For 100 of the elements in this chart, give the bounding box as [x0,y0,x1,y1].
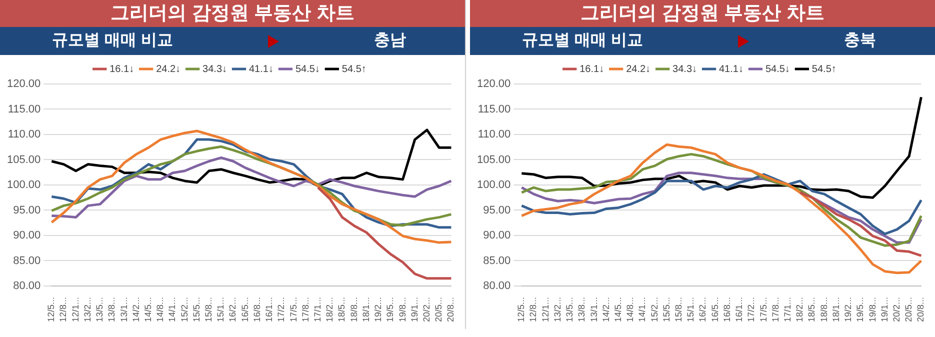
x-tick-label: 16/8... [252,296,262,322]
y-tick-label: 90.00 [13,230,41,242]
y-tick-label: 115.00 [8,103,41,116]
x-tick-label: 18/8... [818,296,829,322]
x-tick-label: 12/5... [46,296,56,322]
x-tick-label: 12/1... [540,296,550,322]
y-tick-label: 115.00 [478,103,511,116]
x-tick-label: 13/1... [118,296,129,322]
x-tick-label: 13/5... [564,296,575,322]
text: 충북 [844,31,876,51]
x-tick-label: 15/1... [686,296,696,322]
legend-label: 16.1↓ [110,64,134,75]
legend-label: 16.1↓ [580,64,604,75]
chart-title: 그리더의 감정원 부동산 차트 [470,0,935,27]
y-tick-label: 120.00 [476,78,511,90]
x-tick-label: 20/2... [891,296,902,322]
x-tick-label: 17/2... [276,296,286,322]
text: 충남 [374,31,406,51]
y-tick-label: 85.00 [13,254,41,267]
x-tick-label: 20/8... [446,296,456,322]
x-tick-label: 18/5... [806,296,817,322]
x-tick-label: 14/8... [155,296,166,322]
x-tick-label: 19/1... [409,296,420,322]
x-tick-label: 14/2... [130,296,141,322]
x-tick-label: 18/1... [830,296,841,322]
x-tick-label: 14/5... [142,296,153,322]
x-tick-label: 18/1... [360,296,371,322]
x-tick-label: 15/5... [191,296,202,322]
y-tick-label: 110.00 [478,128,511,141]
x-tick-label: 17/5... [288,296,298,322]
y-tick-label: 80.00 [13,280,41,292]
chart-title: 그리더의 감정원 부동산 차트 [0,0,465,27]
x-tick-label: 20/5... [904,296,914,322]
y-tick-label: 100.00 [6,179,41,192]
x-tick-label: 19/8... [397,296,408,322]
x-tick-label: 20/2... [421,296,432,322]
x-tick-label: 20/5... [434,296,444,322]
legend-label: 34.3↓ [672,64,698,75]
x-tick-label: 17/1... [312,296,322,322]
x-tick-label: 16/5... [710,296,720,322]
legend-label: 54.5↑ [342,64,366,75]
x-tick-label: 18/5... [336,296,347,322]
x-tick-label: 15/2... [649,296,660,322]
x-tick-label: 14/1... [637,296,648,322]
x-tick-label: 13/5... [94,296,105,322]
legend-label: 41.1↓ [719,64,744,75]
legend-label: 24.2↓ [156,64,181,75]
x-tick-label: 12/8... [58,296,68,322]
x-tick-label: 17/8... [300,296,310,322]
x-tick-label: 12/1... [70,296,80,322]
x-tick-label: 12/5... [516,296,526,322]
y-tick-label: 80.00 [483,280,511,292]
x-tick-label: 17/8... [770,296,780,322]
x-tick-label: 20/8... [916,296,926,322]
x-tick-label: 13/8... [106,296,117,322]
y-tick-label: 105.00 [6,154,41,166]
x-tick-label: 15/8... [674,296,684,322]
x-tick-label: 14/8... [625,296,636,322]
x-tick-label: 17/1... [782,296,792,322]
y-tick-label: 105.00 [476,154,511,166]
x-tick-label: 14/5... [612,296,623,322]
x-tick-label: 17/5... [758,296,768,322]
y-tick-label: 120.00 [6,78,41,90]
legend-label: 34.3↓ [202,64,228,75]
x-tick-label: 13/8... [576,296,587,322]
y-tick-label: 85.00 [483,254,511,267]
x-tick-label: 12/8... [528,296,538,322]
x-tick-label: 16/1... [264,296,274,322]
x-tick-label: 18/2... [324,296,335,322]
x-tick-label: 14/1... [167,296,178,322]
legend-label: 41.1↓ [249,64,274,75]
x-tick-label: 14/2... [600,296,611,322]
x-tick-label: 13/2... [82,296,92,322]
y-tick-label: 90.00 [483,230,511,242]
x-tick-label: 18/2... [794,296,805,322]
y-tick-label: 100.00 [476,179,511,192]
x-tick-label: 19/5... [855,296,866,322]
x-tick-label: 15/5... [661,296,672,322]
legend-label: 54.5↓ [295,64,320,75]
legend-label: 54.5↑ [812,64,836,75]
x-tick-label: 16/1... [734,296,744,322]
x-tick-label: 16/2... [698,296,708,322]
x-tick-label: 19/2... [373,296,384,322]
x-tick-label: 15/1... [216,296,226,322]
legend-label: 54.5↓ [765,64,790,75]
x-tick-label: 15/8... [204,296,214,322]
x-tick-label: 19/1... [879,296,890,322]
legend-label: 24.2↓ [626,64,651,75]
chart-subtitle: 규모별 매매 비교 [522,31,643,51]
x-tick-label: 18/8... [348,296,359,322]
x-tick-label: 19/5... [385,296,396,322]
x-tick-label: 16/5... [240,296,250,322]
x-tick-label: 17/2... [746,296,756,322]
x-tick-label: 15/2... [179,296,190,322]
y-tick-label: 110.00 [8,128,41,141]
x-tick-label: 16/2... [228,296,238,322]
x-tick-label: 13/2... [552,296,562,322]
x-tick-label: 13/1... [588,296,599,322]
x-tick-label: 16/8... [722,296,732,322]
y-tick-label: 95.00 [13,204,41,216]
